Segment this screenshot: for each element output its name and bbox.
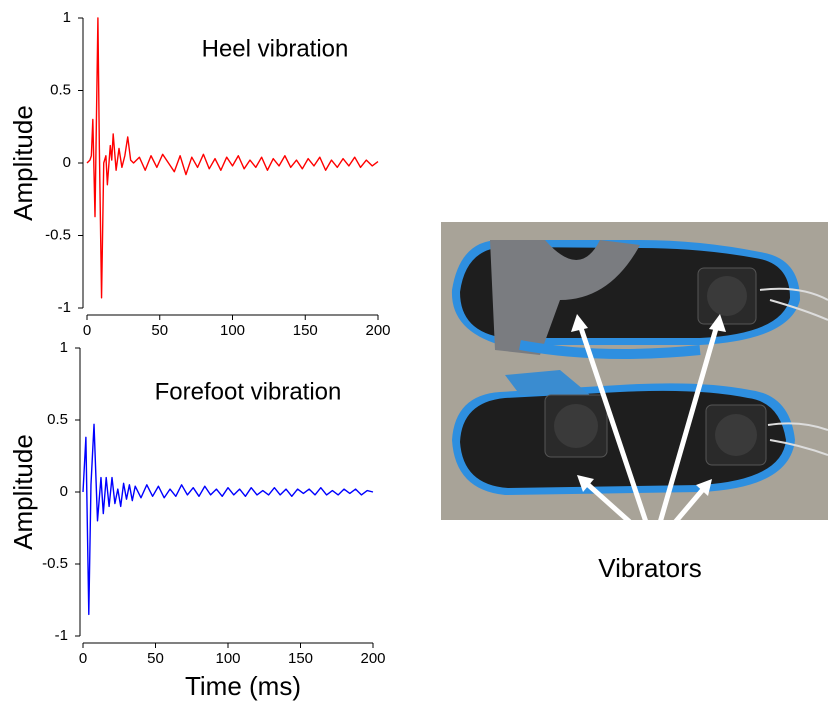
x-tick-label: 150 (293, 322, 318, 339)
strap (505, 370, 590, 395)
y-tick-label: 0 (60, 483, 68, 500)
insole (460, 390, 786, 488)
arrowhead (571, 314, 588, 332)
y-tick-label: -1 (55, 627, 68, 644)
data-line (82, 423, 374, 616)
y-tick-label: -0.5 (42, 555, 68, 572)
x-tick-label: 100 (215, 650, 240, 667)
y-tick-label: -0.5 (45, 226, 71, 243)
arrow (577, 324, 655, 541)
photo (441, 222, 828, 520)
wires (759, 287, 828, 456)
y-axis-label: Amplitude (8, 434, 38, 550)
y-tick-label: 0.5 (47, 411, 68, 428)
arrows (571, 314, 726, 542)
mesh (519, 340, 701, 359)
x-tick-label: 150 (288, 650, 313, 667)
x-tick-label: 50 (147, 650, 164, 667)
arrow (652, 324, 720, 541)
strap (490, 240, 640, 355)
arrowhead (709, 314, 726, 332)
arrow (583, 480, 652, 542)
vibrator-disc (715, 414, 757, 456)
x-tick-label: 200 (365, 322, 390, 339)
x-tick-label: 100 (220, 322, 245, 339)
y-axis-label: Amplitude (8, 105, 38, 221)
x-tick-label: 0 (83, 322, 91, 339)
arrowhead (696, 479, 712, 496)
arrowhead (577, 475, 594, 492)
y-tick-label: 1 (63, 9, 71, 26)
chart-title: Forefoot vibration (155, 378, 342, 405)
vibrator-disc (554, 404, 598, 448)
photo-label: Vibrators (598, 553, 702, 583)
vibrator-disc (707, 276, 747, 316)
y-tick-label: 0.5 (50, 81, 71, 98)
x-tick-label: 50 (151, 322, 168, 339)
x-tick-label: 200 (360, 650, 385, 667)
y-tick-label: 0 (63, 154, 71, 171)
x-axis-label: Time (ms) (185, 671, 301, 701)
y-tick-label: -1 (58, 299, 71, 316)
y-tick-label: 1 (60, 339, 68, 356)
x-tick-label: 0 (79, 650, 87, 667)
chart-title: Heel vibration (202, 35, 349, 62)
data-line (86, 17, 379, 299)
arrow (658, 485, 707, 542)
